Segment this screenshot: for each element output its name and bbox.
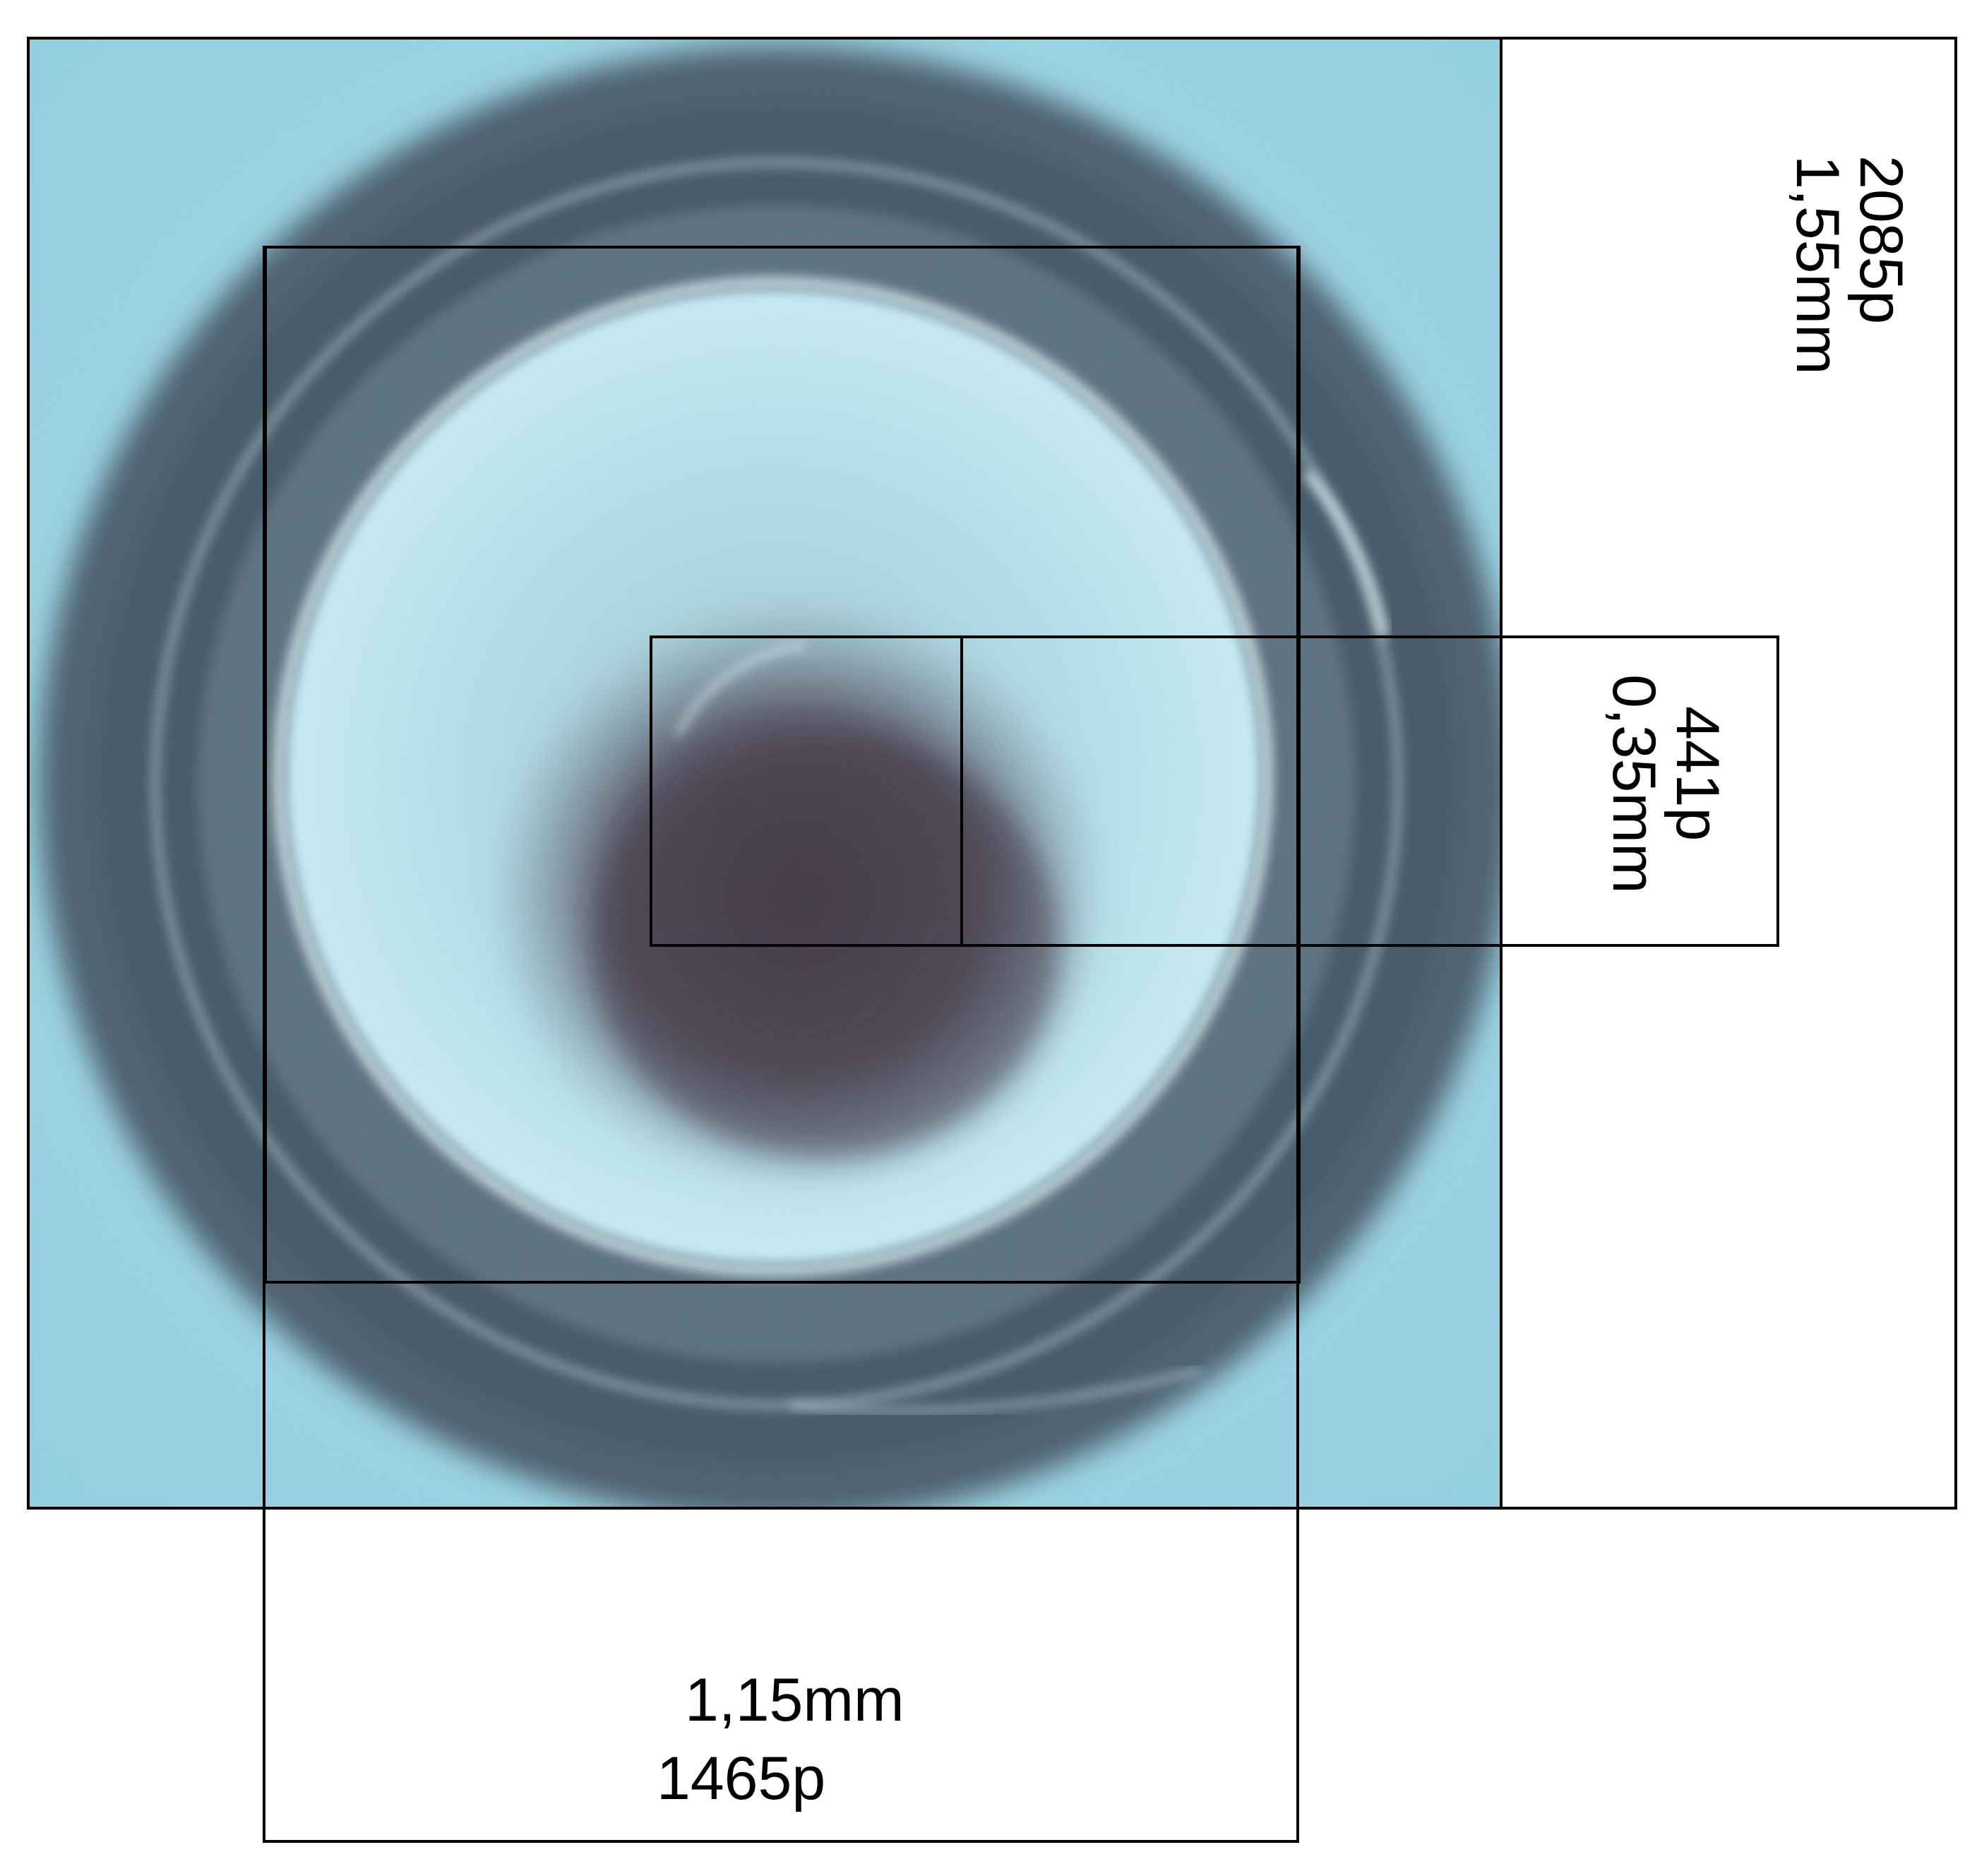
photo-grain bbox=[28, 38, 1501, 1508]
inner-dimension-box bbox=[960, 635, 1779, 947]
height-mm-label: 1,55mm bbox=[1784, 155, 1851, 375]
inner-mm-label: 0,35mm bbox=[1600, 674, 1668, 894]
width-dimension-box bbox=[263, 246, 1299, 1843]
width-mm-label: 1,15mm bbox=[685, 1666, 904, 1734]
width-pixels-label: 1465p bbox=[657, 1745, 826, 1812]
measurement-frames bbox=[27, 37, 1957, 1843]
height-dimension-box bbox=[1500, 37, 1957, 1510]
height-pixels-label: 2085p bbox=[1847, 155, 1915, 325]
inner-pixels-label: 441p bbox=[1664, 706, 1731, 842]
magnified-photo bbox=[28, 38, 1501, 1508]
